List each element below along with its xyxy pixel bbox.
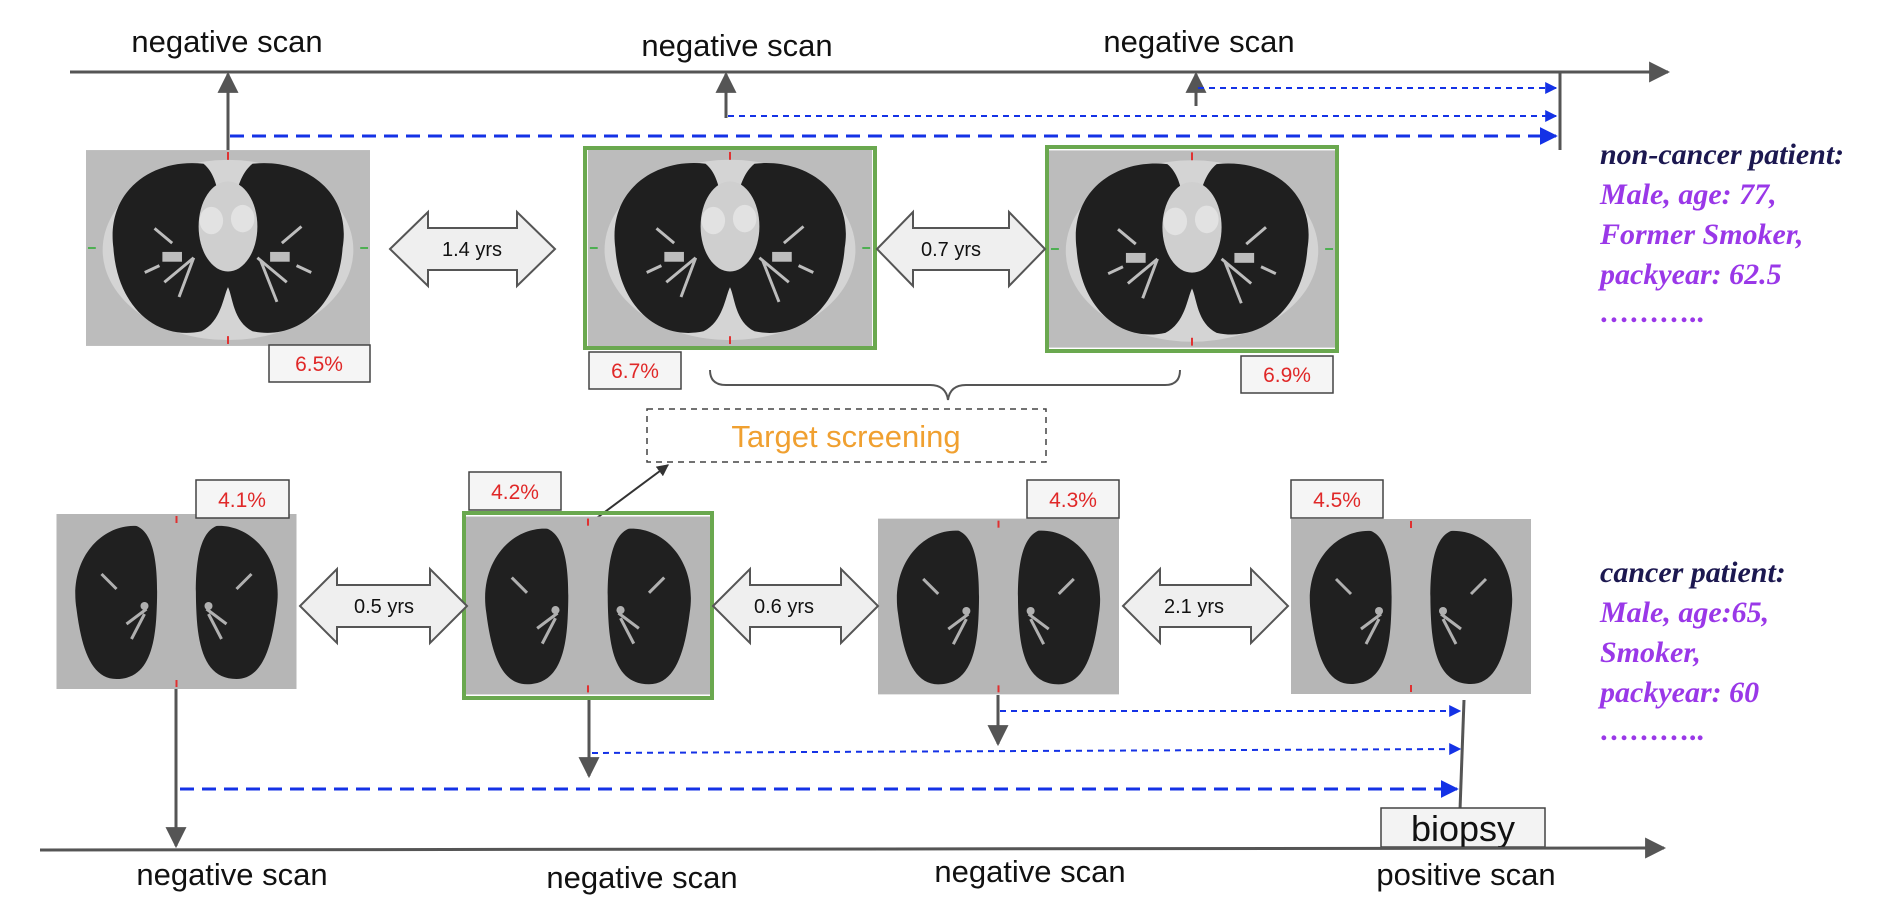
top-interval-arrow-1: [388, 209, 557, 289]
bottom-scan-label-2: negative scan: [546, 860, 737, 895]
bottom-interval-1: 0.5 yrs: [354, 596, 414, 618]
bottom-interval-arrow-2: [711, 566, 880, 646]
bottom-percent-2: 4.2%: [491, 481, 539, 504]
bottom-percent-box-3: [1026, 479, 1120, 519]
bottom-timeline-axis: [39, 837, 1667, 859]
non-cancer-patient-line-3: packyear: 62.5: [1597, 258, 1782, 291]
cancer-patient-line-4: ………..: [1600, 714, 1705, 747]
top-percent-3: 6.9%: [1263, 364, 1311, 387]
biopsy-box: [1380, 807, 1546, 848]
top-interval-2: 0.7 yrs: [921, 239, 981, 261]
top-percent-box-3: [1240, 355, 1334, 394]
bottom-interval-2: 0.6 yrs: [754, 596, 814, 618]
non-cancer-patient-heading: non-cancer patient:: [1600, 138, 1844, 171]
top-scan-label-1: negative scan: [131, 24, 322, 59]
top-percent-1: 6.5%: [295, 353, 343, 376]
top-ct-scan-2-frame: [583, 146, 877, 350]
bottom-percent-box-1: [195, 479, 290, 519]
cancer-patient-line-3: packyear: 60: [1597, 676, 1759, 709]
top-ct-scan-3: [1049, 149, 1335, 349]
bottom-percent-box-2: [468, 471, 562, 511]
bottom-scan-label-1: negative scan: [136, 857, 327, 892]
target-screening-label: Target screening: [731, 419, 960, 454]
bottom-ct-scan-1: [56, 514, 297, 689]
bottom-scan-label-3: negative scan: [934, 854, 1125, 889]
non-cancer-patient-line-1: Male, age: 77,: [1599, 178, 1777, 211]
bottom-ct-scan-4: [1291, 518, 1531, 695]
top-ct-scan-3-frame: [1045, 145, 1339, 353]
bottom-dashed-arrow-2: [591, 743, 1462, 756]
bottom-interval-arrow-3: [1121, 566, 1290, 646]
target-screening-box: [646, 408, 1047, 463]
bottom-percent-1: 4.1%: [218, 489, 266, 512]
bottom-interval-3: 2.1 yrs: [1164, 596, 1224, 618]
top-percent-box-1: [268, 344, 371, 383]
top-ct-scan-2: [587, 150, 873, 346]
bottom-interval-arrow-1: [298, 566, 469, 646]
top-interval-arrow-2: [875, 209, 1047, 289]
top-percent-box-2: [588, 351, 682, 390]
top-scan-label-2: negative scan: [641, 28, 832, 63]
non-cancer-patient-line-2: Former Smoker,: [1599, 218, 1803, 251]
biopsy-label: biopsy: [1411, 808, 1515, 849]
bottom-percent-4: 4.5%: [1313, 489, 1361, 512]
cancer-patient-line-1: Male, age:65,: [1599, 596, 1769, 629]
target-bracket: [709, 369, 1181, 401]
bottom-positive-tick: [1458, 699, 1466, 811]
non-cancer-patient-line-4: ………..: [1600, 296, 1705, 329]
cancer-patient-line-2: Smoker,: [1600, 636, 1701, 669]
bottom-scan-label-4: positive scan: [1376, 857, 1555, 892]
bottom-percent-box-4: [1290, 479, 1384, 519]
top-percent-2: 6.7%: [611, 360, 659, 383]
bottom-ct-scan-3: [878, 518, 1119, 695]
top-ct-scan-1: [86, 148, 370, 348]
top-scan-label-3: negative scan: [1103, 24, 1294, 59]
top-interval-1: 1.4 yrs: [442, 239, 502, 261]
cancer-patient-heading: cancer patient:: [1600, 556, 1786, 589]
bottom-percent-3: 4.3%: [1049, 489, 1097, 512]
bottom-ct-scan-2: [466, 515, 710, 696]
